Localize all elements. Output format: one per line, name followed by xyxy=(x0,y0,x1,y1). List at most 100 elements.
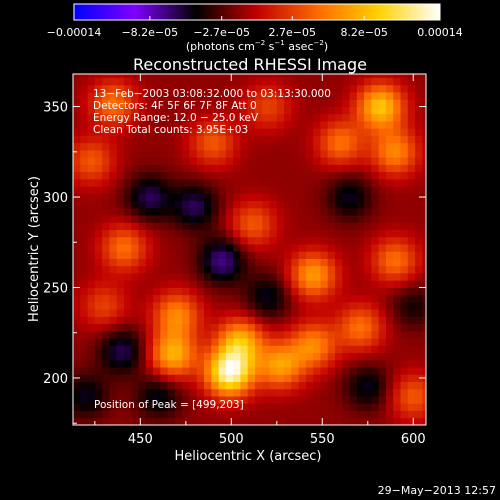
heatmap-cell xyxy=(364,309,372,317)
heatmap-cell xyxy=(109,164,118,173)
heatmap-cell xyxy=(145,273,154,281)
heatmap-cell xyxy=(378,142,387,151)
info-detectors: Detectors: 4F 5F 6F 7F 8F Att 0 xyxy=(93,100,257,112)
heatmap-cell xyxy=(109,186,118,194)
heatmap-cell xyxy=(167,323,176,332)
heatmap-cell xyxy=(298,164,307,173)
heatmap-cell xyxy=(233,178,241,187)
heatmap-cell xyxy=(393,77,401,86)
heatmap-cell xyxy=(102,403,110,411)
heatmap-cell xyxy=(269,345,278,354)
heatmap-cell xyxy=(225,251,234,259)
heatmap-cell xyxy=(240,403,249,411)
heatmap-cell xyxy=(349,417,358,425)
heatmap-cell xyxy=(204,157,212,165)
heatmap-cell xyxy=(189,345,198,354)
heatmap-cell xyxy=(138,200,147,209)
heatmap-cell xyxy=(327,367,336,375)
heatmap-cell xyxy=(87,84,96,93)
heatmap-cell xyxy=(335,403,343,411)
heatmap-cell xyxy=(342,200,350,209)
heatmap-cell xyxy=(364,164,372,173)
heatmap-cell xyxy=(182,374,190,382)
heatmap-cell xyxy=(225,142,234,151)
heatmap-cell xyxy=(356,77,365,86)
heatmap-cell xyxy=(233,265,241,274)
heatmap-cell xyxy=(284,280,292,288)
heatmap-cell xyxy=(349,374,358,382)
heatmap-cell xyxy=(211,229,219,238)
heatmap-cell xyxy=(87,338,96,346)
heatmap-cell xyxy=(378,287,387,296)
heatmap-cell xyxy=(160,374,169,382)
heatmap-cell xyxy=(109,338,118,346)
heatmap-cell xyxy=(349,149,358,158)
heatmap-cell xyxy=(196,388,205,397)
heatmap-cell xyxy=(160,99,169,107)
heatmap-cell xyxy=(87,388,96,397)
heatmap-cell xyxy=(254,171,263,180)
heatmap-cell xyxy=(313,135,321,144)
heatmap-cell xyxy=(138,229,147,238)
heatmap-cell xyxy=(254,244,263,252)
heatmap-cell xyxy=(87,157,96,165)
heatmap-cell xyxy=(218,374,227,382)
heatmap-cell xyxy=(123,338,132,346)
heatmap-cell xyxy=(138,258,147,267)
heatmap-cell xyxy=(313,229,321,238)
heatmap-cell xyxy=(204,367,212,375)
heatmap-cell xyxy=(320,193,329,202)
heatmap-cell xyxy=(327,178,336,187)
heatmap-cell xyxy=(327,113,336,122)
heatmap-cell xyxy=(371,171,380,180)
heatmap-cell xyxy=(80,323,88,332)
heatmap-cell xyxy=(182,215,190,223)
heatmap-cell xyxy=(160,330,169,339)
heatmap-cell xyxy=(225,258,234,267)
heatmap-cell xyxy=(87,164,96,173)
heatmap-cell xyxy=(407,352,416,361)
heatmap-cell xyxy=(233,258,241,267)
chart-title: Reconstructed RHESSI Image xyxy=(133,55,367,74)
heatmap-cell xyxy=(160,294,169,303)
heatmap-cell xyxy=(320,215,329,223)
heatmap-cell xyxy=(269,142,278,151)
heatmap-cell xyxy=(153,121,161,129)
heatmap-cell xyxy=(182,396,190,404)
heatmap-cell xyxy=(298,417,307,425)
heatmap-cell xyxy=(254,338,263,346)
heatmap-cell xyxy=(342,77,350,86)
heatmap-cell xyxy=(356,128,365,136)
heatmap-cell xyxy=(123,309,132,317)
heatmap-cell xyxy=(385,99,394,107)
heatmap-cell xyxy=(211,193,219,202)
heatmap-cell xyxy=(211,367,219,375)
heatmap-cell xyxy=(262,200,270,209)
heatmap-cell xyxy=(327,258,336,267)
heatmap-cell xyxy=(335,323,343,332)
heatmap-cell xyxy=(189,215,198,223)
heatmap-cell xyxy=(364,244,372,252)
heatmap-cell xyxy=(109,207,118,216)
heatmap-cell xyxy=(313,323,321,332)
heatmap-cell xyxy=(204,215,212,223)
heatmap-cell xyxy=(320,265,329,274)
heatmap-cell xyxy=(211,258,219,267)
heatmap-cell xyxy=(254,359,263,368)
heatmap-cell xyxy=(335,273,343,281)
heatmap-cell xyxy=(262,396,270,404)
heatmap-cell xyxy=(342,142,350,151)
heatmap-cell xyxy=(276,323,285,332)
heatmap-cell xyxy=(211,121,219,129)
heatmap-cell xyxy=(87,92,96,100)
heatmap-cell xyxy=(269,309,278,317)
heatmap-cell xyxy=(342,403,350,411)
heatmap-cell xyxy=(254,251,263,259)
heatmap-cell xyxy=(305,142,314,151)
heatmap-cell xyxy=(269,193,278,202)
heatmap-cell xyxy=(247,258,256,267)
heatmap-cell xyxy=(189,367,198,375)
heatmap-cell xyxy=(211,171,219,180)
heatmap-cell xyxy=(240,280,249,288)
heatmap-cell xyxy=(123,294,132,303)
